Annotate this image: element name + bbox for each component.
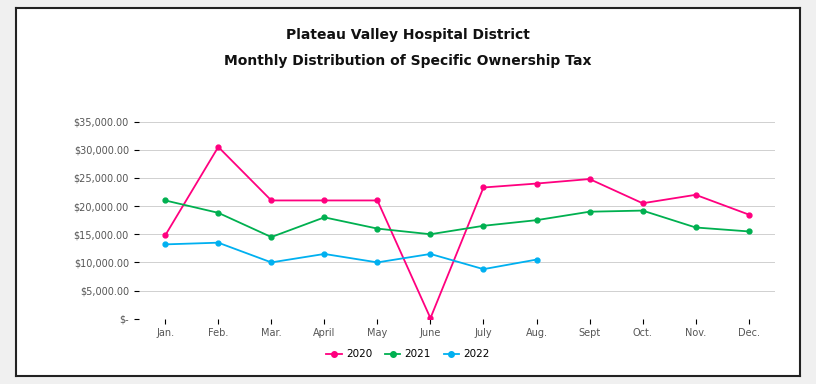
2021	[743, 229, 753, 234]
2022	[532, 257, 542, 262]
2021	[372, 226, 382, 231]
Line: 2021: 2021	[163, 198, 751, 240]
2020	[532, 181, 542, 186]
2021	[690, 225, 700, 230]
Legend: 2020, 2021, 2022: 2020, 2021, 2022	[322, 345, 494, 363]
2021	[266, 235, 276, 239]
Line: 2022: 2022	[163, 240, 539, 271]
2020	[372, 198, 382, 203]
Text: Plateau Valley Hospital District: Plateau Valley Hospital District	[286, 28, 530, 41]
2022	[160, 242, 171, 247]
2021	[426, 232, 436, 237]
2021	[214, 210, 224, 215]
2021	[478, 223, 488, 228]
2020	[266, 198, 276, 203]
2022	[266, 260, 276, 265]
2020	[160, 233, 171, 238]
2021	[532, 218, 542, 222]
2021	[320, 215, 330, 220]
Line: 2020: 2020	[163, 144, 751, 321]
2020	[690, 192, 700, 197]
2022	[372, 260, 382, 265]
2020	[638, 201, 648, 205]
2021	[638, 208, 648, 213]
2022	[320, 252, 330, 256]
2021	[160, 198, 171, 203]
2020	[478, 185, 488, 190]
2020	[584, 177, 594, 181]
Text: Monthly Distribution of Specific Ownership Tax: Monthly Distribution of Specific Ownersh…	[224, 55, 592, 68]
2022	[478, 267, 488, 271]
2021	[584, 209, 594, 214]
2020	[214, 145, 224, 149]
2022	[426, 252, 436, 256]
2020	[426, 316, 436, 321]
2020	[320, 198, 330, 203]
2022	[214, 240, 224, 245]
2020	[743, 212, 753, 217]
